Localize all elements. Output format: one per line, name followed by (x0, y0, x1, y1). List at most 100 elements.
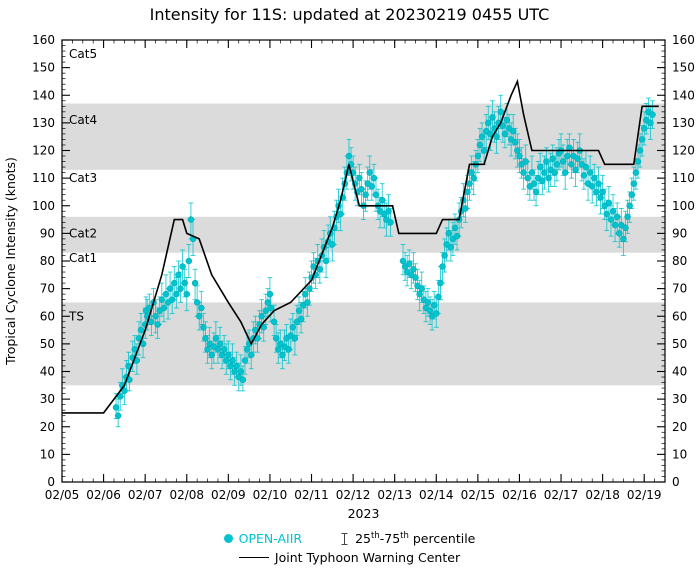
openaiir-point (549, 155, 556, 163)
openaiir-point (114, 412, 122, 419)
openaiir-point (247, 351, 255, 359)
openaiir-point (586, 169, 594, 176)
openaiir-point (418, 285, 425, 292)
x-tick-label: 02/15 (461, 488, 496, 502)
y-tick-label: 160 (32, 33, 55, 47)
openaiir-point (208, 351, 215, 359)
y-tick-label: 80 (40, 254, 55, 268)
y-tick-label: 130 (32, 116, 55, 130)
category-label: Cat1 (69, 251, 97, 265)
openaiir-point (266, 290, 274, 298)
openaiir-point (181, 279, 188, 287)
openaiir-point (112, 404, 120, 411)
openaiir-point (262, 307, 270, 314)
openaiir-point (225, 351, 232, 359)
openaiir-point (541, 169, 548, 176)
openaiir-point (267, 304, 275, 312)
openaiir-point (270, 318, 278, 326)
openaiir-point (607, 216, 615, 223)
category-band (62, 216, 665, 253)
openaiir-point (435, 293, 442, 301)
openaiir-point (543, 158, 550, 165)
openaiir-point (636, 147, 644, 154)
openaiir-point (595, 180, 602, 187)
openaiir-point (522, 158, 529, 165)
openaiir-point (195, 313, 203, 320)
y-tick-label-right: 90 (672, 226, 687, 240)
openaiir-point (485, 119, 492, 127)
openaiir-point (489, 114, 496, 121)
x-tick-label: 02/18 (585, 488, 620, 502)
openaiir-point (568, 161, 575, 168)
x-tick-label: 02/11 (294, 488, 329, 502)
openaiir-point (603, 210, 611, 218)
openaiir-point (362, 191, 369, 198)
y-tick-label: 110 (32, 171, 55, 185)
openaiir-point (468, 169, 475, 176)
openaiir-point (426, 307, 434, 314)
legend-openaiir-label: OPEN-AIIR (238, 531, 303, 546)
openaiir-point (214, 346, 222, 353)
openaiir-point (297, 315, 305, 323)
openaiir-point (424, 299, 432, 306)
openaiir-point (476, 141, 484, 149)
openaiir-point (216, 340, 224, 348)
openaiir-point (470, 174, 477, 182)
openaiir-point (632, 169, 640, 176)
openaiir-point (559, 158, 567, 165)
openaiir-point (462, 205, 469, 212)
openaiir-point (366, 169, 373, 176)
openaiir-point (591, 174, 598, 182)
openaiir-point (193, 299, 201, 306)
openaiir-point (304, 299, 311, 306)
openaiir-point (447, 243, 455, 251)
y-tick-label: 30 (40, 392, 55, 406)
openaiir-point (445, 230, 453, 237)
openaiir-point (171, 279, 178, 287)
y-tick-label: 150 (32, 61, 55, 75)
y-tick-label-right: 140 (672, 88, 695, 102)
y-tick-label-right: 70 (672, 282, 687, 296)
y-tick-label: 60 (40, 309, 55, 323)
legend-row-1: OPEN-AIIR 25th-75th percentile (0, 529, 699, 548)
openaiir-point (185, 257, 193, 265)
openaiir-point (152, 313, 159, 320)
openaiir-point (564, 152, 571, 160)
openaiir-point (572, 166, 579, 174)
openaiir-point (370, 174, 378, 182)
openaiir-point (622, 224, 629, 232)
x-tick-label: 02/12 (336, 488, 371, 502)
openaiir-point (439, 263, 446, 270)
openaiir-point (520, 169, 527, 176)
openaiir-point (387, 219, 394, 226)
y-tick-label-right: 130 (672, 116, 695, 130)
openaiir-point (466, 180, 473, 187)
y-tick-label-right: 100 (672, 199, 695, 213)
legend-row-2: Joint Typhoon Warning Center (0, 548, 699, 567)
y-tick-label-right: 60 (672, 309, 687, 323)
openaiir-point (378, 196, 386, 204)
x-tick-label: 02/10 (253, 488, 288, 502)
openaiir-point (551, 169, 559, 176)
openaiir-point (198, 304, 205, 312)
openaiir-point (580, 172, 588, 179)
openaiir-point (291, 335, 299, 342)
x-tick-label: 02/07 (128, 488, 163, 502)
y-tick-label: 40 (40, 365, 55, 379)
openaiir-point (173, 290, 180, 298)
openaiir-point (628, 191, 635, 198)
openaiir-point (497, 108, 504, 116)
y-tick-label: 50 (40, 337, 55, 351)
openaiir-point (528, 169, 536, 176)
y-tick-label: 0 (47, 475, 55, 489)
openaiir-point (154, 321, 161, 328)
openaiir-point (441, 252, 448, 259)
openaiir-point (410, 266, 417, 273)
openaiir-point (237, 368, 245, 375)
openaiir-point (599, 188, 606, 196)
openaiir-point (620, 235, 627, 243)
openaiir-point (191, 279, 199, 287)
openaiir-point (279, 351, 286, 359)
category-label: TS (68, 309, 84, 323)
openaiir-point (385, 208, 392, 215)
